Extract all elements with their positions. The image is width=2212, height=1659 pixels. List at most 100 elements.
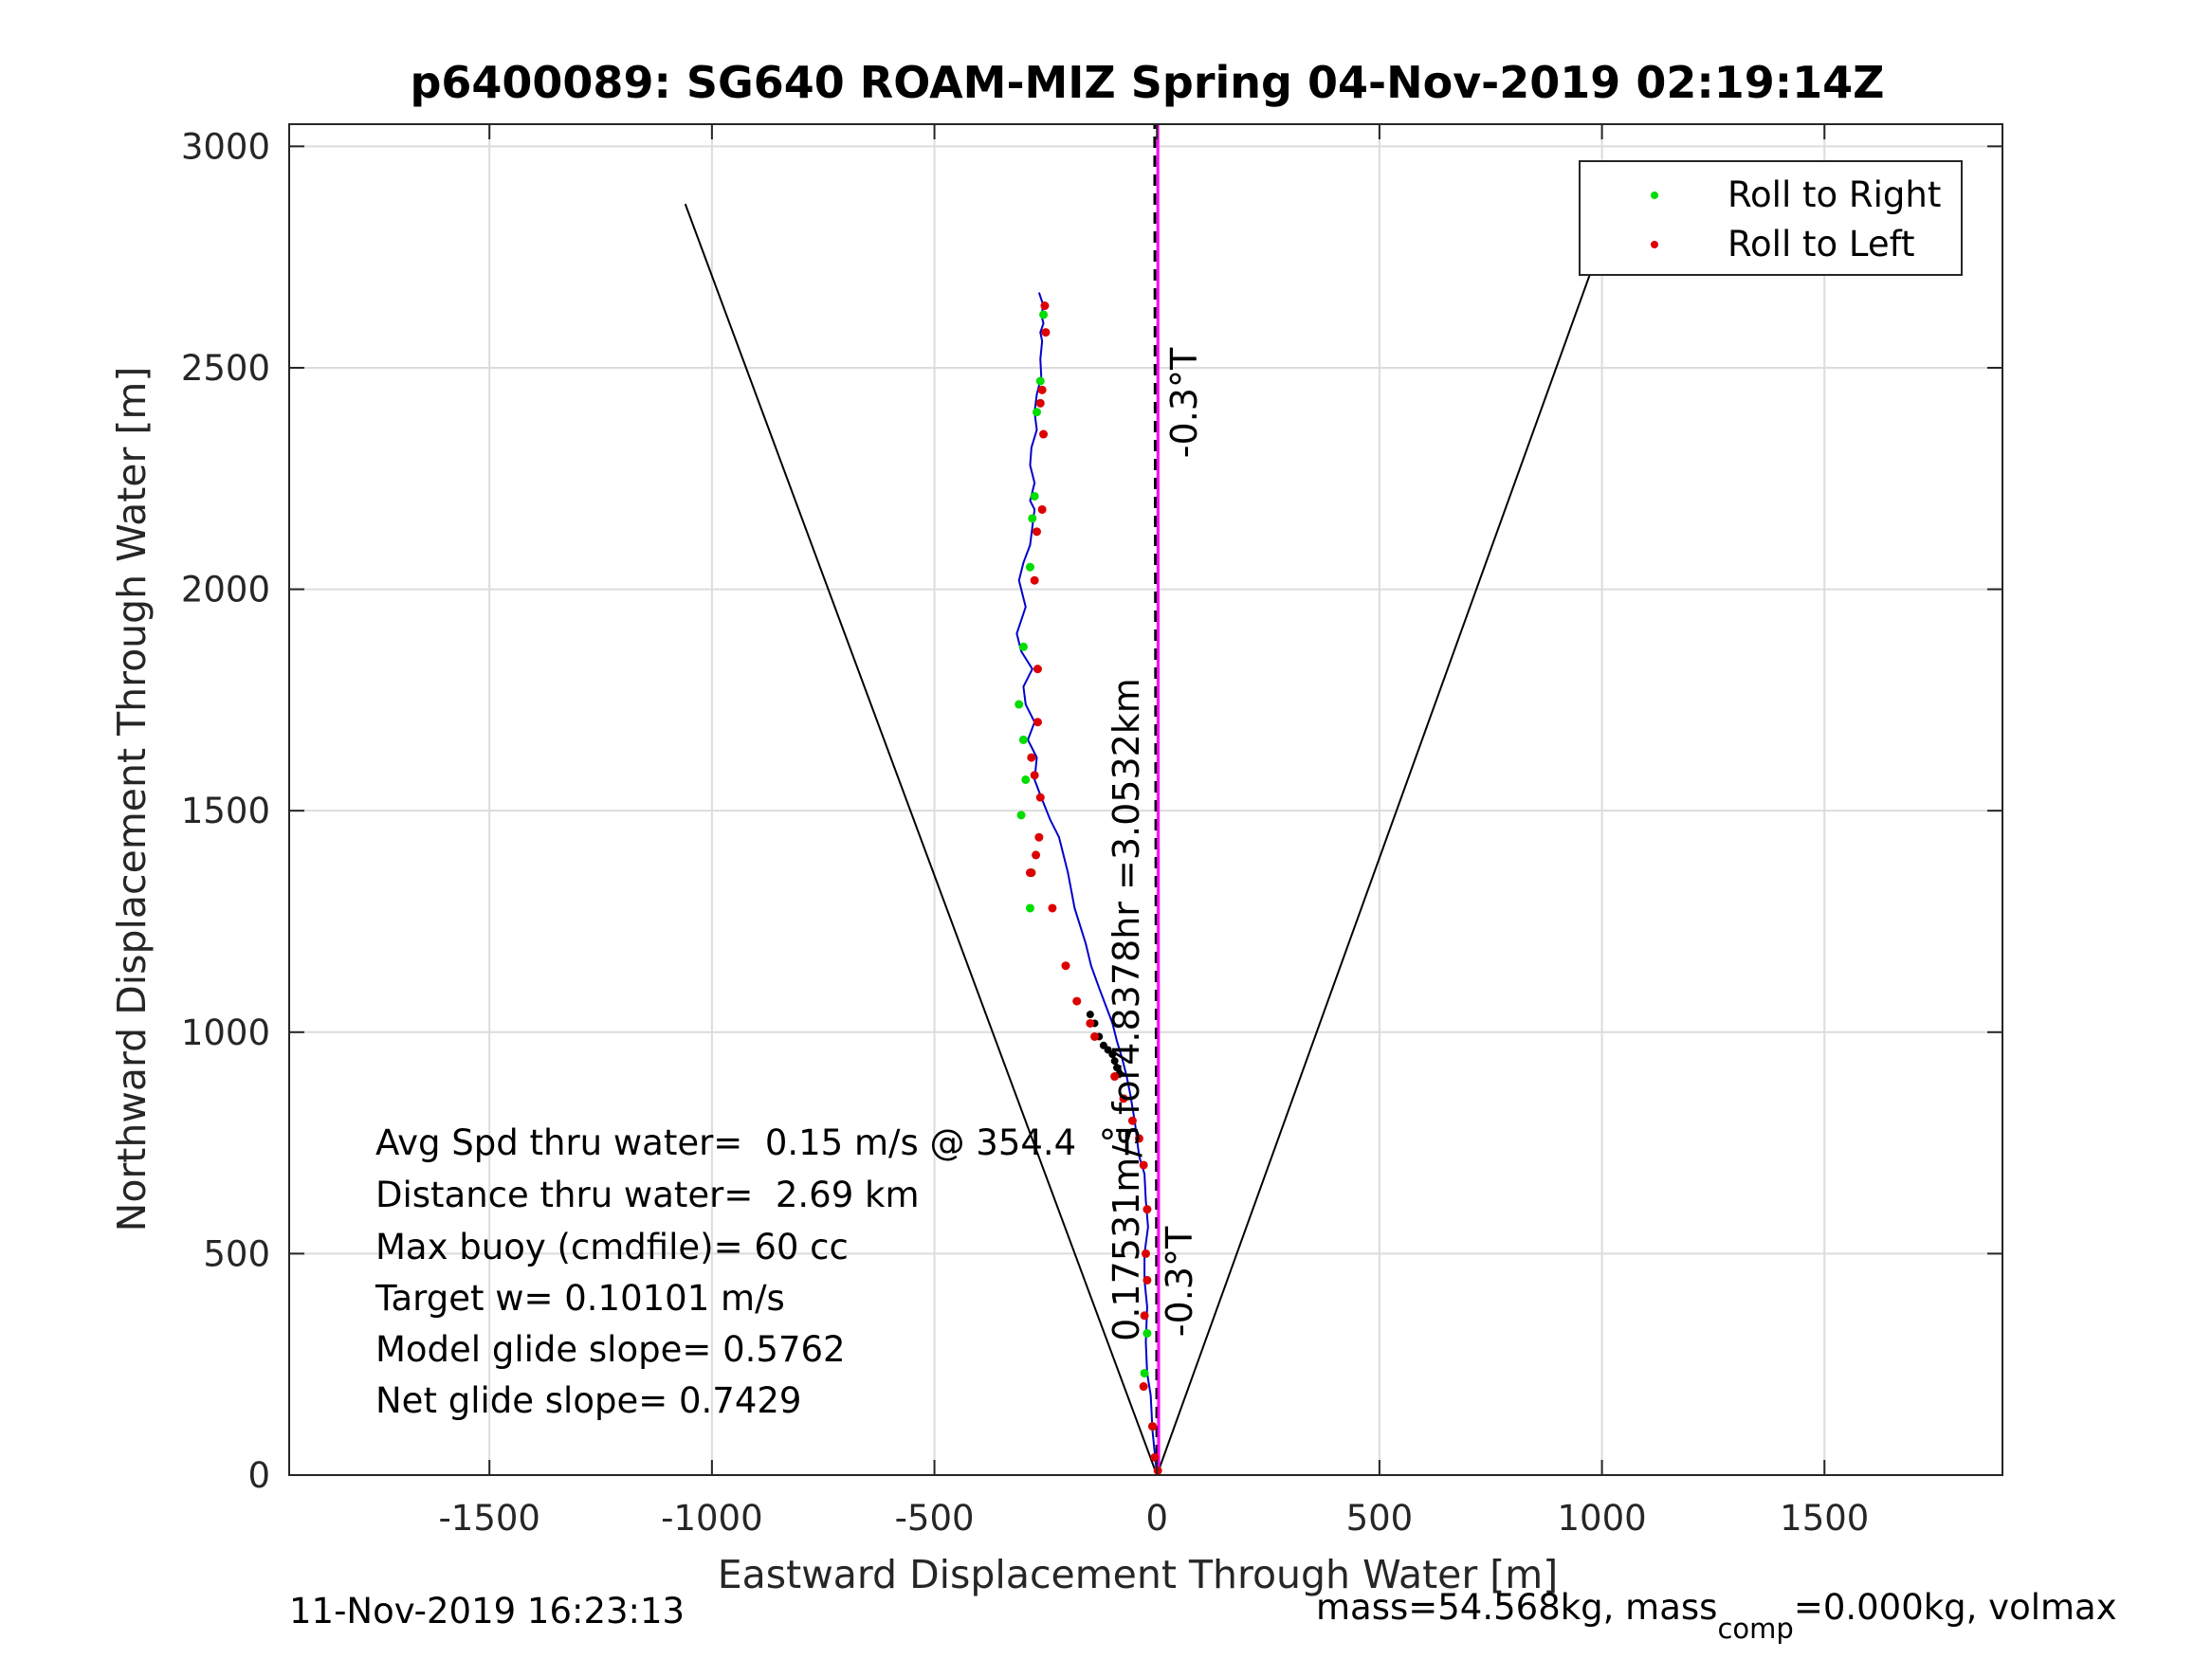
roll-right-point: [1025, 903, 1034, 913]
roll-right-point: [1030, 491, 1039, 501]
roll-left-point: [1034, 832, 1044, 842]
roll-right-point: [1025, 562, 1034, 572]
roll-right-point: [1035, 376, 1045, 386]
footer-mass: mass=54.568kg, masscomp=0.000kg, volmax: [1316, 1587, 2117, 1645]
legend-label-roll-left: Roll to Left: [1728, 224, 1915, 264]
y-tick-label: 1000: [181, 1012, 270, 1053]
roll-left-point: [1035, 793, 1045, 802]
y-tick-label: 0: [247, 1455, 270, 1496]
roll-right-point: [1016, 811, 1026, 820]
x-tick-label: 1000: [1557, 1498, 1646, 1539]
y-axis-label: Northward Displacement Through Water [m]: [109, 367, 155, 1232]
roll-right-point: [1015, 700, 1024, 709]
stat-model-glide: Model glide slope= 0.5762: [375, 1329, 846, 1370]
roll-left-point: [1039, 429, 1049, 439]
heading-lines: [1153, 123, 1161, 1476]
glide-envelope: [684, 203, 1617, 1476]
roll-right-point: [1028, 514, 1037, 523]
stat-target-w: Target w= 0.10101 m/s: [375, 1278, 785, 1319]
roll-left-point: [1140, 1311, 1149, 1321]
roll-left-point: [1150, 1452, 1160, 1462]
roll-left-point: [1127, 1116, 1137, 1125]
x-tick-label: 1500: [1780, 1498, 1869, 1539]
envelope-line-right: [1156, 203, 1617, 1476]
roll-right-point: [1143, 1328, 1152, 1338]
roll-left-point: [1148, 1422, 1158, 1431]
footer-mass-subscript: comp: [1717, 1613, 1793, 1645]
heading-line-magenta: [1156, 123, 1161, 1476]
plot-frame: [288, 123, 2003, 1476]
roll-left-point: [1035, 398, 1045, 408]
track-line: [1015, 292, 1159, 1476]
heading-label-bottom: -0.3°T: [1159, 1226, 1200, 1337]
speed-distance-label: 0.17531m/s for4.8378hr =3.0532km: [1106, 678, 1147, 1341]
roll-right-point: [1018, 735, 1028, 744]
heading-line-dashed: [1153, 123, 1159, 1476]
y-tick-label: 2000: [181, 570, 270, 611]
roll-left-point: [1139, 1382, 1148, 1392]
x-tick-label: -500: [895, 1498, 975, 1539]
x-tick-label: -1000: [661, 1498, 763, 1539]
roll-left-point: [1033, 527, 1042, 537]
roll-right-point: [1039, 310, 1049, 319]
roll-left-point: [1142, 1249, 1150, 1258]
roll-left-point: [1072, 996, 1082, 1006]
heading-label-top: -0.3°T: [1163, 347, 1205, 458]
envelope-line-left: [684, 203, 1159, 1476]
roll-left-point: [1032, 850, 1041, 860]
roll-left-point: [1119, 1094, 1128, 1103]
roll-left-point: [1090, 1031, 1100, 1041]
roll-left-point: [1134, 1134, 1143, 1143]
stat-net-glide: Net glide slope= 0.7429: [375, 1380, 801, 1421]
roll-left-point: [1030, 575, 1039, 585]
roll-left-point: [1025, 868, 1034, 878]
segment-point: [1112, 1064, 1121, 1072]
stats-block: Avg Spd thru water= 0.15 m/s @ 354.4 °T …: [375, 1122, 1138, 1421]
roll-left-point: [1143, 1205, 1152, 1214]
roll-left-point: [1037, 385, 1047, 394]
x-tick-label: 500: [1346, 1498, 1414, 1539]
x-tick-label: 0: [1145, 1498, 1168, 1539]
roll-left-point: [1086, 1018, 1095, 1028]
roll-right-point: [1140, 1369, 1149, 1378]
chart-title: p6400089: SG640 ROAM-MIZ Spring 04-Nov-2…: [410, 57, 1884, 108]
stat-max-buoy: Max buoy (cmdfile)= 60 cc: [375, 1227, 849, 1267]
footer-mass-suffix: =0.000kg, volmax: [1794, 1587, 2117, 1628]
legend-marker-roll-left: [1651, 241, 1658, 248]
roll-left-point: [1027, 753, 1036, 762]
y-tick-label: 500: [203, 1233, 270, 1274]
y-tick-label: 1500: [181, 791, 270, 831]
roll-right-point: [1018, 642, 1028, 651]
segment-point: [1086, 1011, 1094, 1019]
roll-left-point: [1037, 504, 1047, 514]
roll-points: [1015, 301, 1162, 1475]
legend-box: [1579, 160, 1963, 276]
roll-left-point: [1030, 771, 1039, 780]
stat-distance: Distance thru water= 2.69 km: [375, 1175, 919, 1215]
roll-left-point: [1048, 903, 1057, 913]
roll-left-point: [1143, 1275, 1152, 1285]
segment-point: [1110, 1057, 1119, 1066]
y-tick-label: 2500: [181, 348, 270, 389]
y-tick-label: 3000: [181, 126, 270, 167]
footer-timestamp: 11-Nov-2019 16:23:13: [289, 1591, 685, 1632]
roll-left-point: [1041, 328, 1051, 337]
legend-label-roll-right: Roll to Right: [1728, 174, 1941, 215]
roll-left-point: [1110, 1072, 1120, 1082]
axis-ticks: -1500 -1000 -500 0 500 1000 1500 0 500 1000 1500 20…: [181, 124, 2002, 1539]
x-axis-label: Eastward Displacement Through Water [m]: [718, 1552, 1558, 1597]
roll-left-point: [1061, 961, 1070, 971]
stat-avg-speed: Avg Spd thru water= 0.15 m/s @ 354.4 °T: [375, 1122, 1138, 1163]
track-series: [1015, 292, 1159, 1476]
roll-left-point: [1033, 665, 1042, 674]
roll-left-point: [1033, 718, 1042, 727]
roll-left-point: [1139, 1160, 1148, 1170]
roll-right-point: [1021, 775, 1031, 784]
roll-right-point: [1033, 408, 1042, 417]
legend-marker-roll-right: [1651, 191, 1658, 199]
segment-point: [1108, 1050, 1117, 1059]
footer-mass-prefix: mass=54.568kg, mass: [1316, 1587, 1717, 1628]
roll-left-point: [1040, 301, 1050, 311]
x-tick-label: -1500: [438, 1498, 540, 1539]
